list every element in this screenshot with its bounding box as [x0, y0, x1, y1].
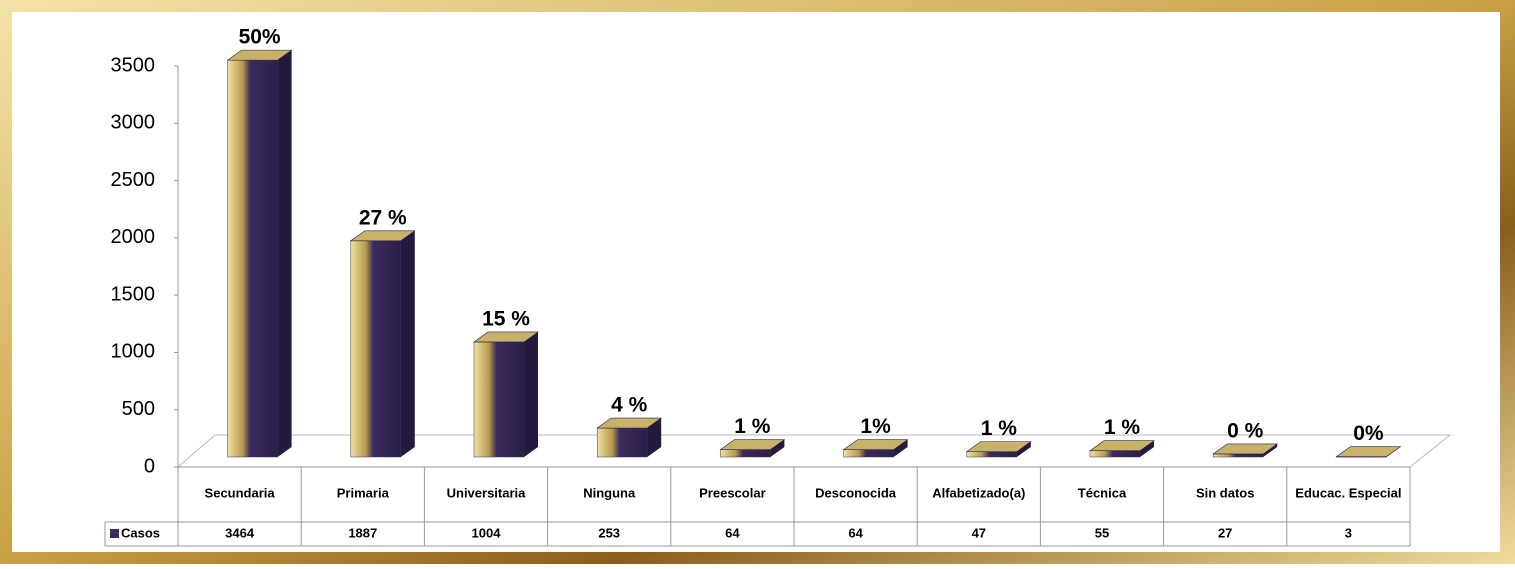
bar: [596, 427, 648, 458]
bar: [350, 240, 402, 458]
bar-side: [893, 439, 908, 457]
y-tick-label: 2000: [111, 226, 156, 248]
table-value: 3: [1345, 525, 1352, 540]
bar-top: [842, 439, 909, 450]
percent-label: 1 %: [1104, 416, 1141, 439]
table-value: 47: [972, 525, 986, 540]
bar-side: [1016, 441, 1031, 457]
x-tick-label: Preescolar: [699, 485, 766, 500]
legend-label: Casos: [121, 525, 160, 540]
percent-label: 0%: [1353, 422, 1384, 445]
bar: [227, 59, 278, 458]
bar-top: [719, 439, 786, 450]
bar-top: [1335, 446, 1402, 457]
y-tick-label: 1000: [111, 341, 156, 363]
x-tick-label: Universitaria: [447, 485, 527, 500]
bar-side: [524, 331, 538, 457]
bar-top: [1212, 443, 1279, 455]
bar-top: [1089, 440, 1155, 451]
percent-label: 4 %: [611, 394, 648, 417]
percent-label: 50%: [239, 26, 281, 49]
y-tick-label: 3500: [111, 54, 156, 76]
table-value: 27: [1218, 525, 1232, 540]
bar-top: [473, 331, 539, 343]
x-tick-label: Desconocida: [815, 485, 897, 500]
x-tick-label: Educac. Especial: [1295, 485, 1401, 500]
bar-side: [400, 230, 415, 457]
x-tick-label: Alfabetizado(a): [932, 485, 1025, 500]
bar-side: [277, 50, 292, 457]
x-tick-label: Ninguna: [583, 485, 636, 500]
bar-side: [1263, 443, 1278, 457]
y-tick-label: 1500: [111, 283, 156, 305]
table-value: 1004: [472, 525, 502, 540]
percent-label: 1 %: [981, 417, 1018, 440]
table-value: 64: [725, 525, 740, 540]
bar-top: [226, 49, 293, 61]
table-value: 1887: [348, 525, 377, 540]
x-tick-label: Secundaria: [205, 485, 276, 500]
table-value: 3464: [225, 525, 255, 540]
percent-label: 0 %: [1227, 419, 1264, 442]
x-tick-label: Primaria: [337, 485, 390, 500]
bar-side: [647, 418, 662, 457]
x-tick-label: Técnica: [1078, 485, 1127, 500]
bar-top: [349, 230, 416, 242]
bar: [1089, 450, 1141, 458]
legend-key: [110, 529, 119, 538]
table-value: 253: [598, 525, 620, 540]
bar: [473, 341, 525, 458]
bar-top: [596, 417, 663, 429]
percent-label: 27 %: [359, 206, 407, 229]
x-tick-label: Sin datos: [1196, 485, 1255, 500]
bar: [720, 449, 771, 458]
bar: [1212, 453, 1264, 458]
table-value: 55: [1095, 525, 1109, 540]
percent-label: 15 %: [482, 308, 530, 331]
y-tick-label: 2500: [111, 169, 156, 191]
bar: [966, 451, 1018, 458]
percent-label: 1%: [860, 415, 891, 438]
bar-top: [965, 441, 1032, 452]
y-tick-label: 0: [144, 455, 155, 477]
bar: [843, 449, 894, 458]
bar-side: [770, 439, 785, 457]
y-tick-label: 3000: [111, 112, 156, 134]
percent-label: 1 %: [734, 415, 771, 438]
table-value: 64: [848, 525, 863, 540]
y-tick-label: 500: [122, 398, 155, 420]
bar-side: [1140, 440, 1154, 457]
